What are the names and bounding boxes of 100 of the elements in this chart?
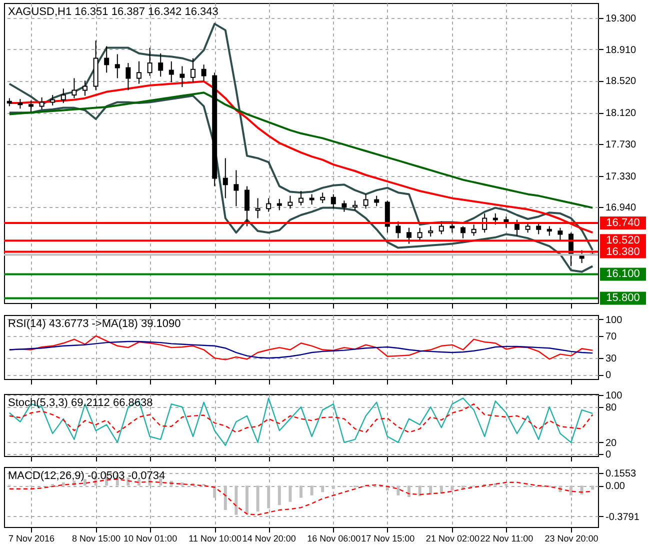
candlestick bbox=[492, 212, 498, 226]
x-tick-label: 8 Nov 15:00 bbox=[72, 534, 121, 544]
candlestick bbox=[126, 62, 131, 91]
candlestick bbox=[342, 200, 347, 212]
candlestick bbox=[384, 200, 390, 234]
ref-line-label: 15.800 bbox=[606, 292, 640, 304]
x-tick-label: 14 Nov 20:00 bbox=[242, 534, 296, 544]
candlestick bbox=[396, 220, 401, 239]
chart-title: RSI(14) 43.6773 ->MA(18) 39.1090 bbox=[8, 318, 181, 330]
candlestick bbox=[536, 223, 542, 235]
bar bbox=[332, 486, 335, 489]
candlestick bbox=[50, 94, 56, 106]
y-tick-label: 16.940 bbox=[606, 202, 637, 214]
candlestick bbox=[417, 227, 422, 242]
candlestick bbox=[471, 224, 476, 236]
candlestick bbox=[60, 88, 66, 104]
bar bbox=[256, 486, 260, 512]
candlestick bbox=[190, 58, 196, 83]
candlestick bbox=[158, 52, 164, 78]
bar bbox=[570, 486, 572, 496]
y-tick-label: 17.730 bbox=[606, 139, 637, 150]
candlestick bbox=[309, 194, 314, 206]
y-tick-label: 30 bbox=[606, 354, 618, 365]
candlestick bbox=[450, 222, 455, 234]
ref-line-label: 16.740 bbox=[606, 217, 640, 229]
candlestick bbox=[39, 96, 44, 110]
candlestick bbox=[18, 98, 23, 110]
ref-line-label: 16.100 bbox=[606, 268, 640, 280]
y-tick-label: 20 bbox=[606, 438, 618, 449]
x-tick-label: 16 Nov 06:00 bbox=[307, 534, 361, 544]
candlestick bbox=[298, 190, 304, 206]
candlestick bbox=[147, 47, 152, 76]
candlestick bbox=[288, 195, 293, 210]
candlestick bbox=[438, 220, 444, 235]
bar bbox=[418, 486, 422, 496]
candlestick bbox=[28, 100, 34, 112]
x-tick-label: 22 Nov 11:00 bbox=[480, 534, 534, 544]
bar bbox=[278, 486, 281, 506]
bar bbox=[138, 479, 140, 486]
candlestick bbox=[180, 66, 185, 88]
bar bbox=[591, 486, 594, 490]
candlestick bbox=[546, 226, 552, 236]
bar bbox=[450, 486, 454, 491]
candlestick bbox=[136, 60, 142, 84]
y-tick-label: 100 bbox=[606, 390, 623, 402]
bar bbox=[84, 479, 86, 486]
candlestick bbox=[72, 78, 77, 99]
y-tick-label: 0.00 bbox=[606, 481, 626, 492]
x-tick-label: 23 Nov 20:00 bbox=[544, 534, 598, 544]
bar bbox=[300, 486, 302, 498]
ref-line-label: 16.380 bbox=[606, 246, 640, 258]
candlestick bbox=[558, 227, 563, 242]
y-tick-label: 18.910 bbox=[606, 44, 637, 56]
y-tick-label: -0.3791 bbox=[606, 512, 640, 523]
bar bbox=[408, 486, 410, 497]
line-series bbox=[8, 398, 594, 446]
bar bbox=[159, 478, 162, 486]
y-tick-label: 17.330 bbox=[606, 171, 637, 182]
y-tick-label: 80 bbox=[606, 402, 618, 414]
candlestick bbox=[363, 194, 368, 210]
chart-title: XAGUSD,H1 16.351 16.387 16.342 16.343 bbox=[8, 6, 218, 18]
line-series bbox=[8, 94, 594, 273]
candlestick bbox=[352, 200, 358, 211]
candlestick bbox=[168, 60, 174, 83]
candlestick bbox=[330, 194, 336, 210]
bar bbox=[580, 486, 584, 495]
bar bbox=[396, 486, 400, 496]
candlestick bbox=[406, 227, 412, 244]
y-tick-label: 0 bbox=[606, 370, 612, 382]
y-tick-label: 18.520 bbox=[606, 76, 637, 88]
bar bbox=[224, 486, 227, 510]
bar bbox=[234, 486, 238, 515]
candlestick bbox=[234, 170, 239, 207]
bar bbox=[180, 482, 184, 486]
x-tick-label: 10 Nov 01:00 bbox=[124, 534, 178, 544]
bar bbox=[267, 486, 270, 508]
candlestick bbox=[266, 198, 272, 212]
line-series bbox=[8, 80, 594, 234]
candlestick bbox=[201, 64, 206, 82]
x-tick-label: 17 Nov 15:00 bbox=[361, 534, 415, 544]
bar bbox=[440, 486, 443, 493]
x-tick-label: 21 Nov 02:00 bbox=[426, 534, 480, 544]
bar bbox=[288, 486, 292, 502]
x-tick-label: 7 Nov 2016 bbox=[8, 534, 55, 544]
line-series bbox=[8, 22, 594, 252]
line-series bbox=[8, 340, 594, 359]
y-tick-label: 18.120 bbox=[606, 108, 637, 120]
bar bbox=[321, 486, 324, 492]
candlestick bbox=[320, 192, 326, 204]
line-series bbox=[8, 92, 594, 209]
candlestick bbox=[428, 226, 434, 238]
y-tick-label: 70 bbox=[606, 331, 618, 342]
candlestick bbox=[276, 198, 282, 211]
candlestick bbox=[104, 46, 110, 74]
candlestick bbox=[114, 54, 120, 79]
y-tick-label: 100 bbox=[606, 314, 623, 326]
y-tick-label: 19.300 bbox=[606, 14, 637, 25]
x-tick-label: 11 Nov 10:00 bbox=[188, 534, 242, 544]
candlestick bbox=[222, 158, 228, 199]
bar bbox=[310, 486, 314, 496]
